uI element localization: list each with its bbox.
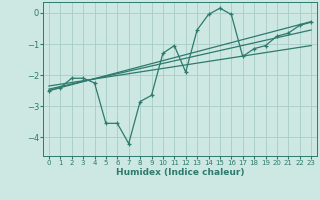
X-axis label: Humidex (Indice chaleur): Humidex (Indice chaleur) bbox=[116, 168, 244, 177]
